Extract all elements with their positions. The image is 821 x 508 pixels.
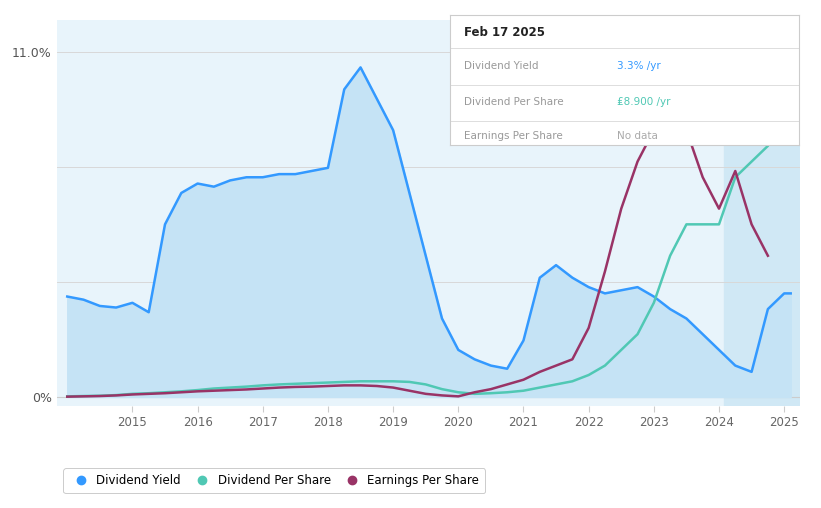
- Text: 3.3% /yr: 3.3% /yr: [617, 61, 661, 71]
- Text: Earnings Per Share: Earnings Per Share: [464, 131, 562, 141]
- Text: Dividend Per Share: Dividend Per Share: [464, 97, 563, 107]
- Text: No data: No data: [617, 131, 658, 141]
- Text: Past: Past: [727, 68, 752, 80]
- Text: Feb 17 2025: Feb 17 2025: [464, 25, 545, 39]
- Bar: [724, 20, 800, 406]
- Legend: Dividend Yield, Dividend Per Share, Earnings Per Share: Dividend Yield, Dividend Per Share, Earn…: [63, 468, 485, 493]
- Text: ₤8.900 /yr: ₤8.900 /yr: [617, 97, 671, 107]
- Text: Dividend Yield: Dividend Yield: [464, 61, 539, 71]
